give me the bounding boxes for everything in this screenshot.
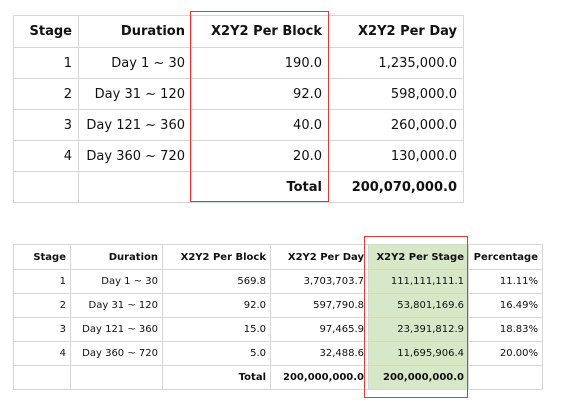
cell-empty — [13, 365, 71, 390]
cell-per-day: 3,703,703.7 — [270, 269, 369, 294]
header-per-day: X2Y2 Per Day — [270, 244, 369, 270]
cell-empty — [70, 365, 163, 390]
total-row: Total 200,070,000.0 — [13, 171, 464, 203]
cell-stage: 1 — [13, 47, 79, 79]
cell-per-stage: 11,695,906.4 — [368, 341, 469, 366]
cell-per-block: 190.0 — [191, 47, 329, 79]
header-stage: Stage — [13, 244, 71, 270]
cell-stage: 3 — [13, 317, 71, 342]
cell-empty — [78, 171, 192, 203]
total-label: Total — [162, 365, 271, 390]
header-per-block: X2Y2 Per Block — [191, 15, 329, 48]
cell-per-block: 15.0 — [162, 317, 271, 342]
cell-per-day: 1,235,000.0 — [328, 47, 464, 79]
header-duration: Duration — [78, 15, 192, 48]
cell-per-day: 598,000.0 — [328, 78, 464, 110]
table-header-row: Stage Duration X2Y2 Per Block X2Y2 Per D… — [13, 244, 543, 270]
cell-per-day: 32,488.6 — [270, 341, 369, 366]
cell-per-stage: 111,111,111.1 — [368, 269, 469, 294]
cell-stage: 4 — [13, 341, 71, 366]
header-stage: Stage — [13, 15, 79, 48]
cell-duration: Day 360 ~ 720 — [78, 140, 192, 172]
header-duration: Duration — [70, 244, 163, 270]
cell-per-day: 260,000.0 — [328, 109, 464, 141]
cell-stage: 2 — [13, 293, 71, 318]
stage-table-original: Stage Duration X2Y2 Per Block X2Y2 Per D… — [13, 15, 464, 203]
cell-stage: 4 — [13, 140, 79, 172]
total-label: Total — [191, 171, 329, 203]
cell-duration: Day 1 ~ 30 — [78, 47, 192, 79]
table-row: 4 Day 360 ~ 720 5.0 32,488.6 11,695,906.… — [13, 341, 543, 366]
total-value: 200,070,000.0 — [328, 171, 464, 203]
cell-per-block: 569.8 — [162, 269, 271, 294]
cell-stage: 1 — [13, 269, 71, 294]
total-per-day: 200,000,000.0 — [270, 365, 369, 390]
table-row: 3 Day 121 ~ 360 15.0 97,465.9 23,391,812… — [13, 317, 543, 342]
cell-per-block: 92.0 — [162, 293, 271, 318]
cell-duration: Day 1 ~ 30 — [70, 269, 163, 294]
cell-percentage: 16.49% — [468, 293, 543, 318]
table-row: 1 Day 1 ~ 30 190.0 1,235,000.0 — [13, 47, 464, 79]
cell-per-stage: 23,391,812.9 — [368, 317, 469, 342]
cell-duration: Day 121 ~ 360 — [70, 317, 163, 342]
table-row: 2 Day 31 ~ 120 92.0 598,000.0 — [13, 78, 464, 110]
cell-duration: Day 121 ~ 360 — [78, 109, 192, 141]
header-percentage: Percentage — [468, 244, 543, 270]
table-row: 1 Day 1 ~ 30 569.8 3,703,703.7 111,111,1… — [13, 269, 543, 294]
total-row: Total 200,000,000.0 200,000,000.0 — [13, 365, 543, 390]
cell-per-day: 130,000.0 — [328, 140, 464, 172]
cell-stage: 2 — [13, 78, 79, 110]
cell-duration: Day 31 ~ 120 — [78, 78, 192, 110]
cell-percentage: 11.11% — [468, 269, 543, 294]
cell-per-block: 20.0 — [191, 140, 329, 172]
stage-table-revised: Stage Duration X2Y2 Per Block X2Y2 Per D… — [13, 244, 543, 390]
table-row: 2 Day 31 ~ 120 92.0 597,790.8 53,801,169… — [13, 293, 543, 318]
cell-duration: Day 360 ~ 720 — [70, 341, 163, 366]
cell-percentage: 18.83% — [468, 317, 543, 342]
cell-per-stage: 53,801,169.6 — [368, 293, 469, 318]
total-per-stage: 200,000,000.0 — [368, 365, 469, 390]
cell-per-block: 40.0 — [191, 109, 329, 141]
cell-duration: Day 31 ~ 120 — [70, 293, 163, 318]
table-header-row: Stage Duration X2Y2 Per Block X2Y2 Per D… — [13, 15, 464, 48]
cell-per-day: 97,465.9 — [270, 317, 369, 342]
header-per-block: X2Y2 Per Block — [162, 244, 271, 270]
cell-per-block: 92.0 — [191, 78, 329, 110]
cell-empty — [468, 365, 543, 390]
table-row: 3 Day 121 ~ 360 40.0 260,000.0 — [13, 109, 464, 141]
header-per-day: X2Y2 Per Day — [328, 15, 464, 48]
cell-stage: 3 — [13, 109, 79, 141]
table-row: 4 Day 360 ~ 720 20.0 130,000.0 — [13, 140, 464, 172]
header-per-stage: X2Y2 Per Stage — [368, 244, 469, 270]
cell-per-block: 5.0 — [162, 341, 271, 366]
cell-per-day: 597,790.8 — [270, 293, 369, 318]
cell-empty — [13, 171, 79, 203]
cell-percentage: 20.00% — [468, 341, 543, 366]
